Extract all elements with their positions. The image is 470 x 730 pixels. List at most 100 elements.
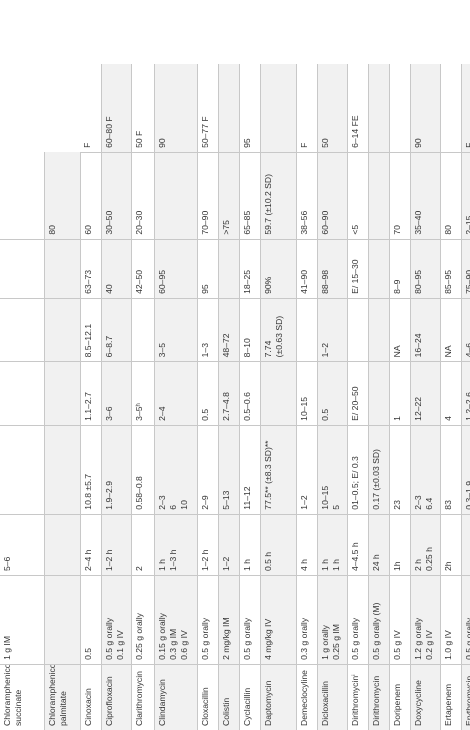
value-cell: 1 h: [239, 514, 260, 576]
value-cell: [218, 239, 239, 299]
table-row: Doripenem 0.5 g IV 1h 23 1 NA 8–9 70: [389, 0, 410, 730]
value-cell: 60–90: [317, 152, 347, 240]
drug-name-cell: Demeclocyline: [296, 664, 317, 730]
value-cell: 1.2 g orally 0.2 g IV: [410, 575, 440, 665]
value-cell: 1h: [389, 514, 410, 576]
value-cell: 0.3–1.9: [461, 425, 470, 515]
value-cell: NA: [440, 298, 461, 362]
value-cell: 38–56: [296, 152, 317, 240]
value-cell: 8–9: [389, 239, 410, 299]
value-cell: 70: [389, 152, 410, 240]
value-cell: NA: [389, 298, 410, 362]
value-cell: 60: [80, 152, 101, 240]
value-cell: 1 g orally 0.25 g IM: [317, 575, 347, 665]
value-cell: 4 h: [296, 514, 317, 576]
table-row: Cloxacillin 0.5 g orally 1–2 h 2–9 0.5 1–3 95 7…: [197, 0, 218, 730]
value-cell: 1.9–2.9: [101, 425, 131, 515]
value-cell: [44, 514, 80, 576]
value-cell: 2–4: [154, 361, 197, 426]
value-cell: 1.2–2.6: [461, 361, 470, 426]
value-cell: 50 F: [131, 63, 154, 153]
value-cell: 70–90: [197, 152, 218, 240]
value-cell: 0.17 (±0.03 SD): [368, 425, 389, 515]
value-cell: 88–98: [317, 239, 347, 299]
value-cell: 83: [440, 425, 461, 515]
value-cell: 5–6: [0, 514, 44, 576]
drug-name-cell: Ertapenem: [440, 664, 461, 730]
value-cell: [0, 239, 44, 299]
value-cell: 0.5: [317, 361, 347, 426]
value-cell: 75–90: [461, 239, 470, 299]
value-cell: 8–10: [239, 298, 260, 362]
value-cell: 90: [410, 63, 440, 153]
value-cell: 1–2: [317, 298, 347, 362]
value-cell: <5: [347, 152, 368, 240]
value-cell: 65–85: [239, 152, 260, 240]
value-cell: 24 h: [368, 514, 389, 576]
table-row: Cyclacillin 0.5 g orally 1 h 11–12 0.5–0.6 8–…: [239, 0, 260, 730]
value-cell: [368, 152, 389, 240]
value-cell: 0.25 g orally: [131, 575, 154, 665]
value-cell: [260, 63, 296, 153]
value-cell: [218, 63, 239, 153]
value-cell: 0.5 g orally: [239, 575, 260, 665]
value-cell: 10–15 5: [317, 425, 347, 515]
value-cell: [131, 298, 154, 362]
value-cell: [44, 575, 80, 665]
value-cell: [0, 152, 44, 240]
value-cell: 30–50: [101, 152, 131, 240]
value-cell: E/ 15–30: [347, 239, 368, 299]
value-cell: 2–4 h: [80, 514, 101, 576]
value-cell: [154, 152, 197, 240]
value-cell: 1 g IM: [0, 575, 44, 665]
value-cell: 2–9: [197, 425, 218, 515]
value-cell: 4: [440, 361, 461, 426]
value-cell: 01–0.5; E/ 0.3: [347, 425, 368, 515]
value-cell: 50–77 F: [197, 63, 218, 153]
value-cell: 1 h 1–3 h: [154, 514, 197, 576]
value-cell: [44, 425, 80, 515]
value-cell: 3–5: [154, 298, 197, 362]
value-cell: [44, 361, 80, 426]
value-cell: [368, 361, 389, 426]
table-row: Clindamycin 0.15 g orally 0.3 g IM 0.6 g …: [154, 0, 197, 730]
drug-name-cell: Chloramphenicol palmitate: [44, 664, 80, 730]
value-cell: 2–15: [461, 152, 470, 240]
value-cell: 10.8 ±5.7: [80, 425, 101, 515]
value-cell: 4–4.5 h: [347, 514, 368, 576]
value-cell: 12–22: [410, 361, 440, 426]
table-row: Chloramphenicol succinate 1 g IM 5–6: [0, 0, 44, 730]
value-cell: 90: [154, 63, 197, 153]
drug-name-cell: Chloramphenicol succinate: [0, 664, 44, 730]
drug-name-cell: Cinoxacin: [80, 664, 101, 730]
value-cell: 4 mg/kg IV: [260, 575, 296, 665]
value-cell: 0.5 g orally 0.1 g IV: [101, 575, 131, 665]
drug-name-cell: Clindamycin: [154, 664, 197, 730]
value-cell: 1–3: [197, 298, 218, 362]
value-cell: 1–2 h: [197, 514, 218, 576]
value-cell: 77.5** (±8.3 SD)**: [260, 425, 296, 515]
value-cell: 1–2: [218, 514, 239, 576]
table-row: Dirithromycin 0.5 g orally (M) 24 h 0.17 (±…: [368, 0, 389, 730]
drug-name-cell: Dirithromycinⁱ: [347, 664, 368, 730]
value-cell: 8.5–12.1: [80, 298, 101, 362]
value-cell: 18–25: [239, 239, 260, 299]
value-cell: 0.5 g orally (M): [368, 575, 389, 665]
drug-name-cell: Dirithromycin: [368, 664, 389, 730]
value-cell: [0, 298, 44, 362]
value-cell: 1–2 h: [101, 514, 131, 576]
value-cell: 2 h 0.25 h: [410, 514, 440, 576]
value-cell: 11–12: [239, 425, 260, 515]
value-cell: 5–13: [218, 425, 239, 515]
table-row: Dirithromycinⁱ 0.5 g orally 4–4.5 h 01–0.5;…: [347, 0, 368, 730]
table-row: Clarithromycin 0.25 g orally 2 0.58–0.8 3–5ʰ…: [131, 0, 154, 730]
value-cell: 1.1–2.7: [80, 361, 101, 426]
value-cell: 50: [317, 63, 347, 153]
value-cell: 0.58–0.8: [131, 425, 154, 515]
value-cell: F: [296, 63, 317, 153]
value-cell: 60–80 F: [101, 63, 131, 153]
value-cell: 80: [44, 152, 80, 240]
